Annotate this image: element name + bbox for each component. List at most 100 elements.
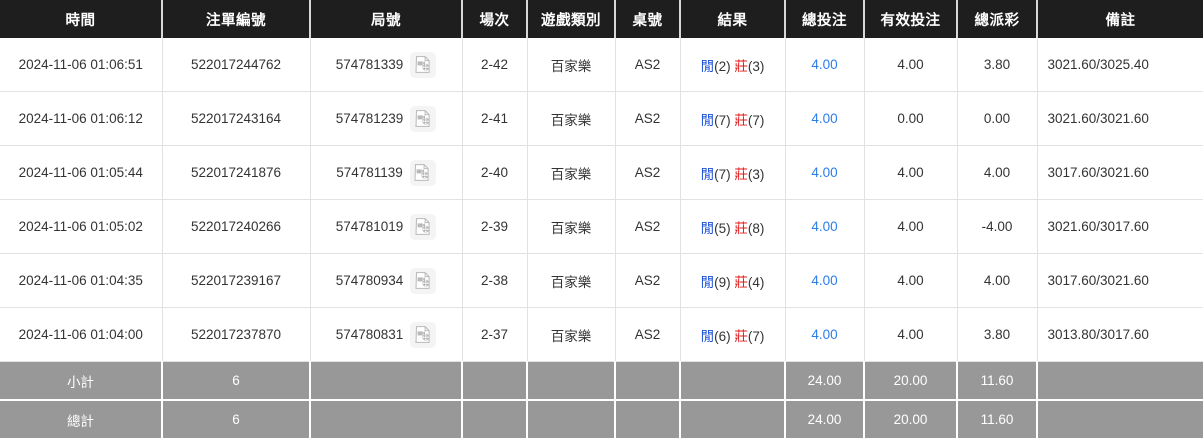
subtotal-count: 6 bbox=[162, 362, 310, 401]
cell-total-bet: 4.00 bbox=[785, 200, 864, 254]
video-file-icon[interactable] bbox=[410, 52, 436, 78]
round-no-text: 574781339 bbox=[336, 57, 404, 72]
column-header-order-no[interactable]: 注單編號 bbox=[162, 0, 310, 38]
column-header-session[interactable]: 場次 bbox=[462, 0, 527, 38]
column-header-remark[interactable]: 備註 bbox=[1037, 0, 1203, 38]
result-player-label: 閒 bbox=[701, 275, 715, 290]
result-player-value: (2) bbox=[714, 59, 731, 74]
column-header-table-no[interactable]: 桌號 bbox=[615, 0, 680, 38]
table-row: 2024-11-06 01:05:44 522017241876 5747811… bbox=[0, 146, 1203, 200]
table-body: 2024-11-06 01:06:51 522017244762 5747813… bbox=[0, 38, 1203, 438]
cell-total-bet: 4.00 bbox=[785, 92, 864, 146]
cell-total-bet: 4.00 bbox=[785, 308, 864, 362]
cell-total-payout: 4.00 bbox=[957, 146, 1037, 200]
cell-table-no: AS2 bbox=[615, 200, 680, 254]
cell-time: 2024-11-06 01:04:35 bbox=[0, 254, 162, 308]
cell-result: 閒(6) 莊(7) bbox=[680, 308, 785, 362]
cell-valid-bet: 4.00 bbox=[864, 254, 957, 308]
result-banker-value: (7) bbox=[748, 329, 765, 344]
cell-total-payout: 3.80 bbox=[957, 38, 1037, 92]
result-player-label: 閒 bbox=[701, 59, 715, 74]
cell-session: 2-40 bbox=[462, 146, 527, 200]
cell-total-payout: -4.00 bbox=[957, 200, 1037, 254]
subtotal-table-no bbox=[615, 362, 680, 401]
column-header-time[interactable]: 時間 bbox=[0, 0, 162, 38]
cell-game-type: 百家樂 bbox=[527, 146, 615, 200]
video-file-icon[interactable] bbox=[410, 160, 436, 186]
table-header: 時間 注單編號 局號 場次 遊戲類別 桌號 結果 總投注 有效投注 總派彩 備註 bbox=[0, 0, 1203, 38]
remark-text: 3021.60/3017.60 bbox=[1048, 219, 1203, 234]
total-bet-link[interactable]: 4.00 bbox=[811, 111, 837, 126]
result-player-value: (7) bbox=[714, 113, 731, 128]
column-header-total-bet[interactable]: 總投注 bbox=[785, 0, 864, 38]
total-bet-link[interactable]: 4.00 bbox=[811, 273, 837, 288]
result-player-value: (9) bbox=[714, 275, 731, 290]
cell-game-type: 百家樂 bbox=[527, 200, 615, 254]
subtotal-round-no bbox=[310, 362, 462, 401]
cell-round-no: 574781239 bbox=[310, 92, 462, 146]
cell-game-type: 百家樂 bbox=[527, 254, 615, 308]
remark-text: 3017.60/3021.60 bbox=[1048, 273, 1203, 288]
cell-total-payout: 3.80 bbox=[957, 308, 1037, 362]
result-player-value: (6) bbox=[714, 329, 731, 344]
remark-text: 3017.60/3021.60 bbox=[1048, 165, 1203, 180]
grandtotal-round-no bbox=[310, 400, 462, 438]
cell-order-no: 522017239167 bbox=[162, 254, 310, 308]
cell-game-type: 百家樂 bbox=[527, 92, 615, 146]
cell-valid-bet: 4.00 bbox=[864, 38, 957, 92]
subtotal-remark bbox=[1037, 362, 1203, 401]
total-bet-link[interactable]: 4.00 bbox=[811, 57, 837, 72]
cell-session: 2-38 bbox=[462, 254, 527, 308]
total-bet-link[interactable]: 4.00 bbox=[811, 165, 837, 180]
grandtotal-result bbox=[680, 400, 785, 438]
video-file-icon[interactable] bbox=[410, 214, 436, 240]
total-bet-link[interactable]: 4.00 bbox=[811, 327, 837, 342]
cell-order-no: 522017237870 bbox=[162, 308, 310, 362]
video-file-icon[interactable] bbox=[410, 268, 436, 294]
table-row: 2024-11-06 01:05:02 522017240266 5747810… bbox=[0, 200, 1203, 254]
cell-valid-bet: 4.00 bbox=[864, 146, 957, 200]
result-banker-value: (3) bbox=[748, 167, 765, 182]
cell-game-type: 百家樂 bbox=[527, 308, 615, 362]
column-header-result[interactable]: 結果 bbox=[680, 0, 785, 38]
column-header-game-type[interactable]: 遊戲類別 bbox=[527, 0, 615, 38]
result-banker-value: (3) bbox=[748, 59, 765, 74]
result-banker-label: 莊 bbox=[734, 221, 748, 236]
grandtotal-session bbox=[462, 400, 527, 438]
cell-game-type: 百家樂 bbox=[527, 38, 615, 92]
subtotal-label: 小計 bbox=[0, 362, 162, 401]
column-header-valid-bet[interactable]: 有效投注 bbox=[864, 0, 957, 38]
cell-table-no: AS2 bbox=[615, 308, 680, 362]
cell-valid-bet: 0.00 bbox=[864, 92, 957, 146]
table-row: 2024-11-06 01:06:51 522017244762 5747813… bbox=[0, 38, 1203, 92]
remark-text: 3013.80/3017.60 bbox=[1048, 327, 1203, 342]
subtotal-game-type bbox=[527, 362, 615, 401]
cell-table-no: AS2 bbox=[615, 38, 680, 92]
cell-session: 2-41 bbox=[462, 92, 527, 146]
video-file-icon[interactable] bbox=[410, 322, 436, 348]
cell-round-no: 574781019 bbox=[310, 200, 462, 254]
result-banker-label: 莊 bbox=[734, 59, 748, 74]
grandtotal-valid-bet: 20.00 bbox=[864, 400, 957, 438]
cell-order-no: 522017240266 bbox=[162, 200, 310, 254]
subtotal-total-payout: 11.60 bbox=[957, 362, 1037, 401]
cell-result: 閒(2) 莊(3) bbox=[680, 38, 785, 92]
cell-remark: 3021.60/3025.40 bbox=[1037, 38, 1203, 92]
header-row: 時間 注單編號 局號 場次 遊戲類別 桌號 結果 總投注 有效投注 總派彩 備註 bbox=[0, 0, 1203, 38]
result-player-label: 閒 bbox=[701, 329, 715, 344]
result-banker-label: 莊 bbox=[734, 329, 748, 344]
cell-time: 2024-11-06 01:04:00 bbox=[0, 308, 162, 362]
grandtotal-total-payout: 11.60 bbox=[957, 400, 1037, 438]
column-header-round-no[interactable]: 局號 bbox=[310, 0, 462, 38]
grandtotal-remark bbox=[1037, 400, 1203, 438]
cell-session: 2-37 bbox=[462, 308, 527, 362]
table-row: 2024-11-06 01:06:12 522017243164 5747812… bbox=[0, 92, 1203, 146]
column-header-total-payout[interactable]: 總派彩 bbox=[957, 0, 1037, 38]
round-no-text: 574780934 bbox=[336, 273, 404, 288]
cell-round-no: 574780934 bbox=[310, 254, 462, 308]
grandtotal-row: 總計 6 24.00 20.00 11.60 bbox=[0, 400, 1203, 438]
total-bet-link[interactable]: 4.00 bbox=[811, 219, 837, 234]
subtotal-valid-bet: 20.00 bbox=[864, 362, 957, 401]
video-file-icon[interactable] bbox=[410, 106, 436, 132]
cell-total-payout: 4.00 bbox=[957, 254, 1037, 308]
